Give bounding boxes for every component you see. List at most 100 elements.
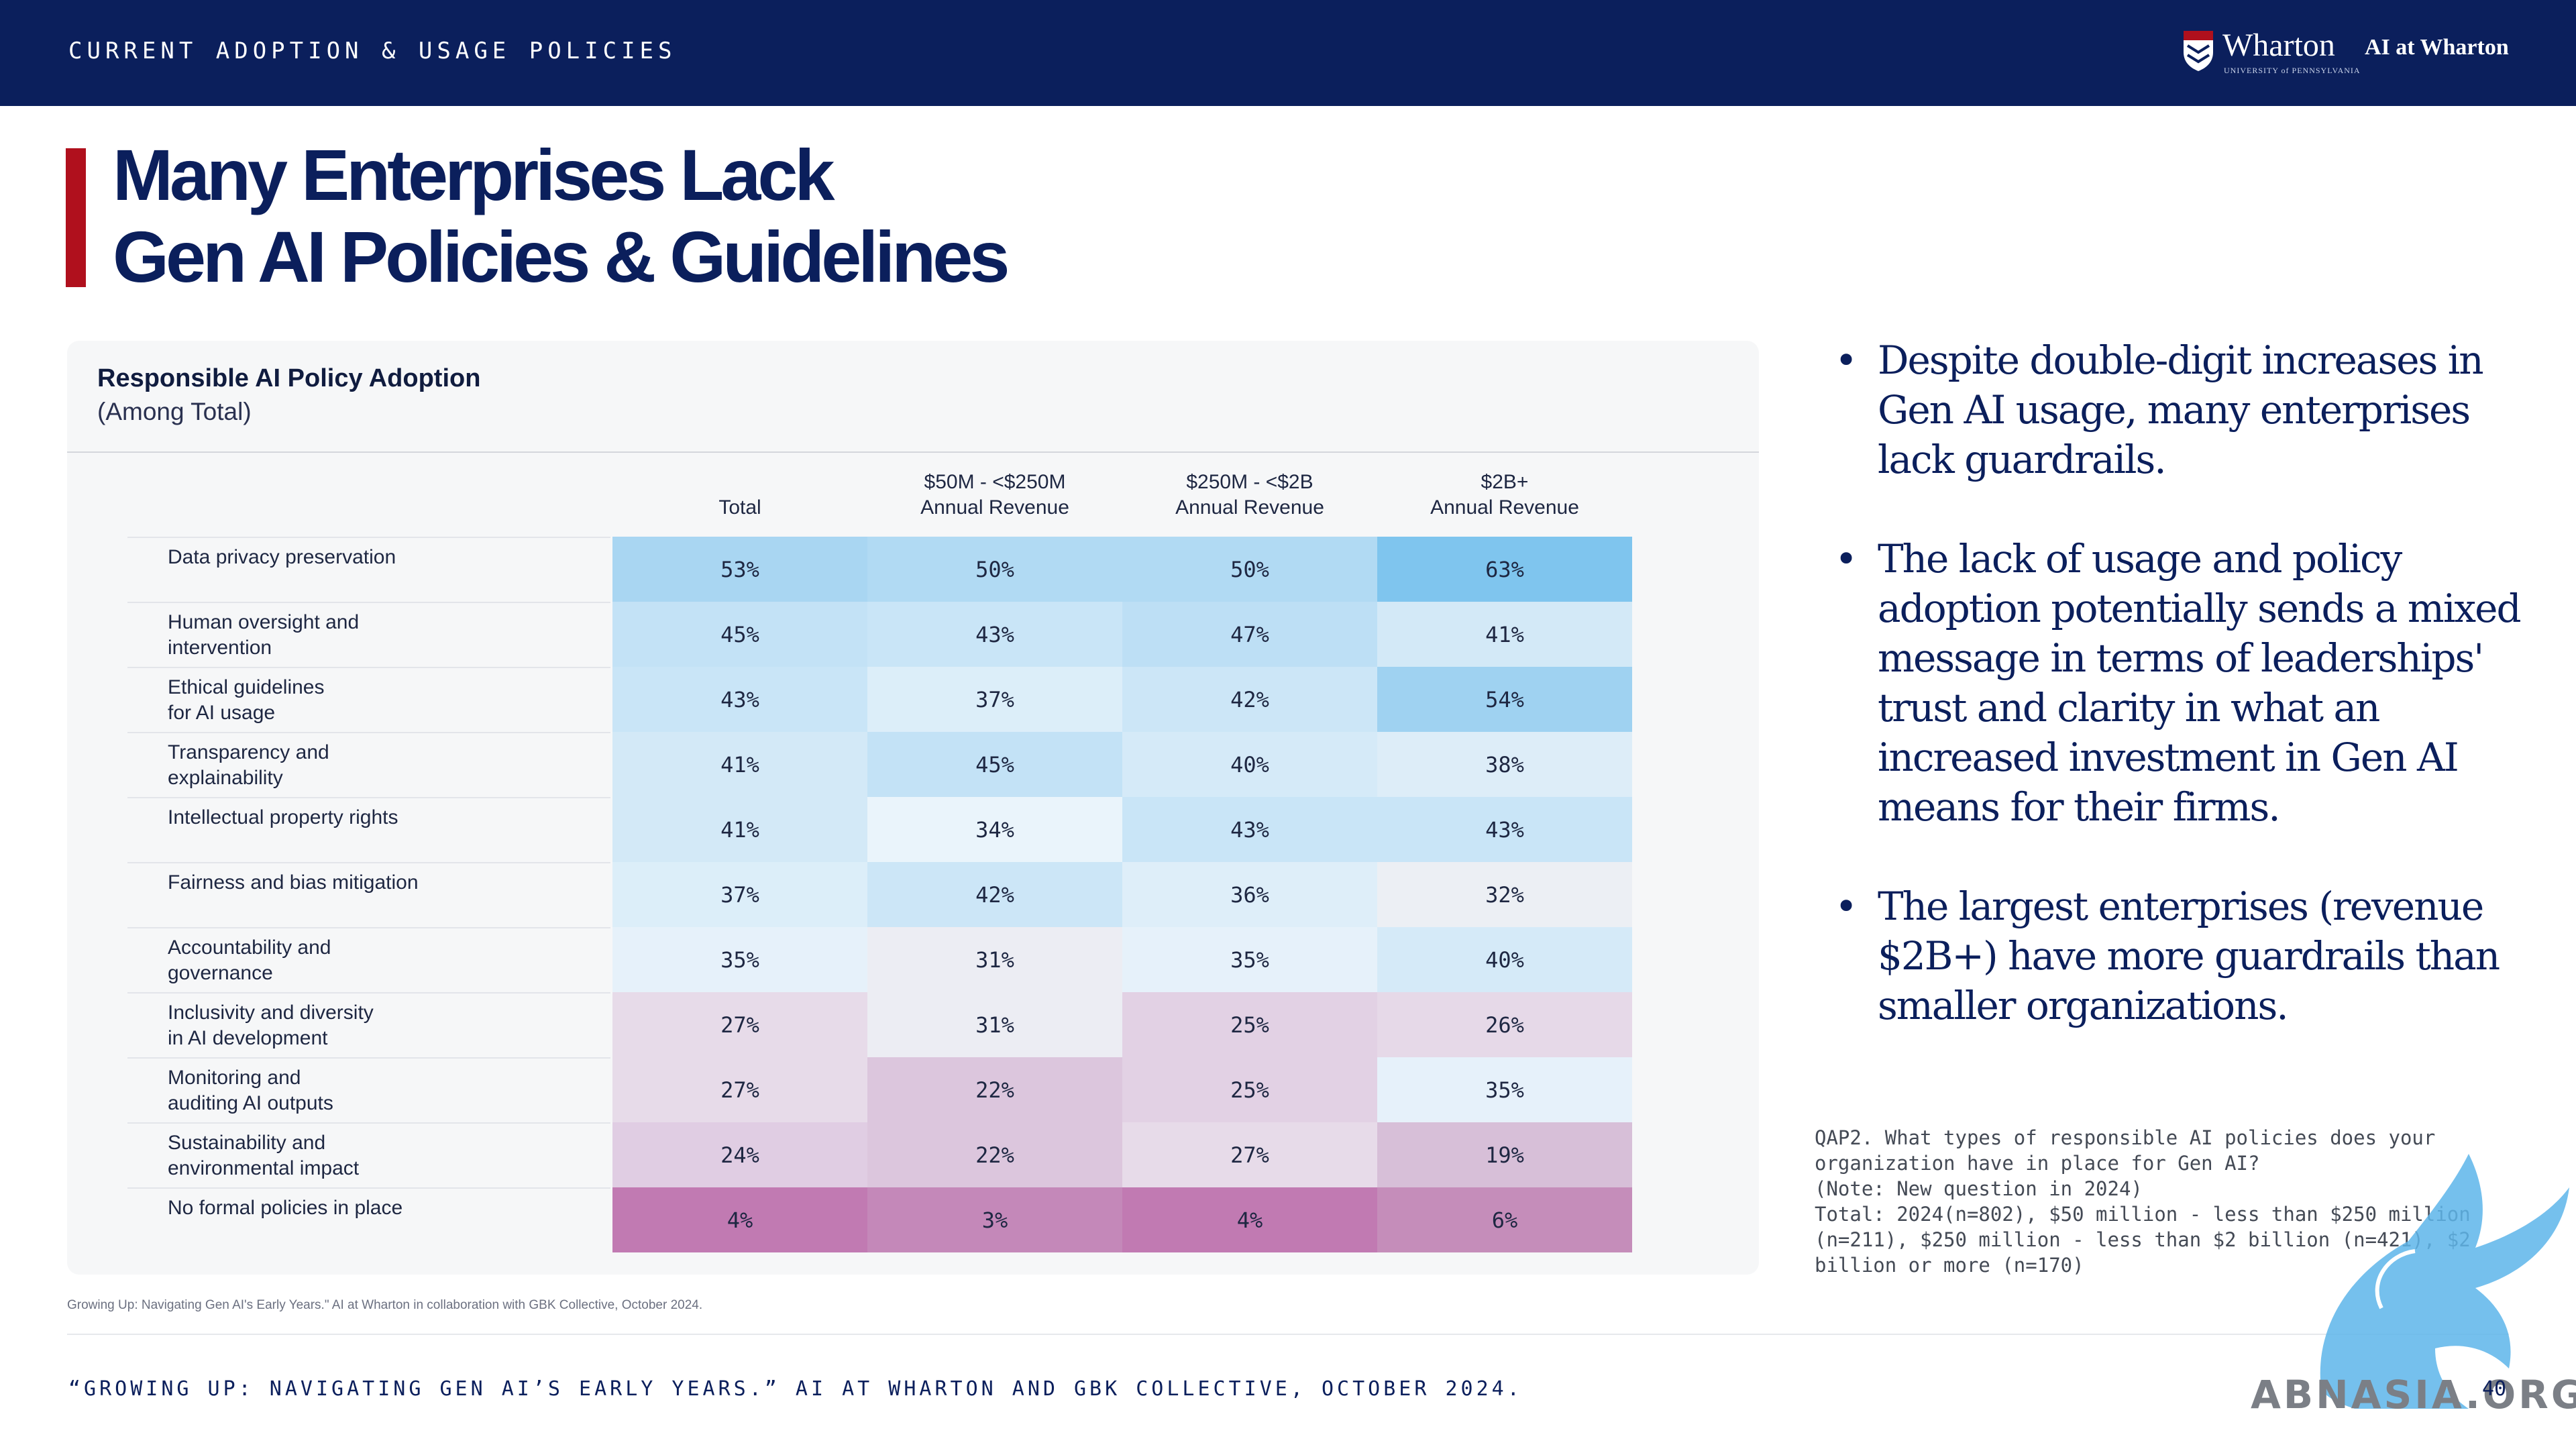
table-row-label: Data privacy preservation xyxy=(127,537,610,603)
table-cell: 43% xyxy=(1377,797,1632,862)
table-title: Responsible AI Policy Adoption xyxy=(97,364,481,392)
row-label-text: Intellectual property rights xyxy=(168,806,398,828)
table-cell: 24% xyxy=(612,1122,867,1187)
table-cell: 40% xyxy=(1122,732,1377,797)
table-cell: 19% xyxy=(1377,1122,1632,1187)
title-accent-bar xyxy=(66,148,86,287)
table-row-label: Transparency and explainability xyxy=(127,732,610,798)
table-row-label: Sustainability and environmental impact xyxy=(127,1122,610,1189)
table-cell: 25% xyxy=(1122,1057,1377,1122)
table-cell: 22% xyxy=(867,1057,1122,1122)
row-label-text: Accountability and governance xyxy=(168,936,331,984)
table-row-label: Accountability and governance xyxy=(127,927,610,994)
bullet-item: • Despite double-digit increases in Gen A… xyxy=(1835,335,2532,484)
table-cell: 54% xyxy=(1377,667,1632,732)
table-cell: 45% xyxy=(867,732,1122,797)
table-cell: 25% xyxy=(1122,992,1377,1057)
top-bar: CURRENT ADOPTION & USAGE POLICIES Wharto… xyxy=(0,0,2576,106)
footer-citation: “GROWING UP: NAVIGATING GEN AI’S EARLY Y… xyxy=(68,1377,1523,1401)
table-cell: 27% xyxy=(612,1057,867,1122)
bullet-dot-icon: • xyxy=(1835,536,1858,582)
source-caption: Growing Up: Navigating Gen AI's Early Ye… xyxy=(67,1298,703,1312)
logo-ai-at-wharton: AI at Wharton xyxy=(2365,35,2509,60)
table-cell: 47% xyxy=(1122,602,1377,667)
column-header: $2B+ Annual Revenue xyxy=(1377,470,1632,521)
table-cell: 31% xyxy=(867,992,1122,1057)
row-label-text: Sustainability and environmental impact xyxy=(168,1132,360,1179)
table-cell: 6% xyxy=(1377,1187,1632,1252)
bullet-list: • Despite double-digit increases in Gen A… xyxy=(1835,335,2532,1080)
table-cell: 40% xyxy=(1377,927,1632,992)
bullet-dot-icon: • xyxy=(1835,883,1858,929)
table-row-label: Monitoring and auditing AI outputs xyxy=(127,1057,610,1124)
bullet-dot-icon: • xyxy=(1835,337,1858,383)
table-cell: 34% xyxy=(867,797,1122,862)
table-row-label: Inclusivity and diversity in AI developm… xyxy=(127,992,610,1059)
row-label-text: Fairness and bias mitigation xyxy=(168,871,419,894)
table-cell: 53% xyxy=(612,537,867,602)
column-header: Total xyxy=(612,470,867,521)
column-header-line-2: Total xyxy=(718,496,761,519)
table-cell: 35% xyxy=(612,927,867,992)
table-cell: 3% xyxy=(867,1187,1122,1252)
title-line-2: Gen AI Policies & Guidelines xyxy=(113,216,1010,297)
column-header-line-2: Annual Revenue xyxy=(1175,496,1324,519)
table-cell: 36% xyxy=(1122,862,1377,927)
column-header-line-1: $250M - <$2B xyxy=(1186,471,1313,493)
table-cell: 27% xyxy=(612,992,867,1057)
table-cell: 35% xyxy=(1377,1057,1632,1122)
shield-icon xyxy=(2184,31,2213,71)
row-label-text: Inclusivity and diversity in AI developm… xyxy=(168,1002,374,1049)
table-cell: 45% xyxy=(612,602,867,667)
column-header-line-2: Annual Revenue xyxy=(1430,496,1579,519)
griffin-watermark-icon xyxy=(2320,1154,2569,1409)
title-line-1: Many Enterprises Lack xyxy=(113,134,835,215)
table-cell: 22% xyxy=(867,1122,1122,1187)
table-cell: 4% xyxy=(1122,1187,1377,1252)
logo-name: Wharton xyxy=(2222,28,2335,63)
table-subtitle: (Among Total) xyxy=(97,398,252,425)
table-row-label: No formal policies in place xyxy=(127,1187,610,1254)
logo-subtitle: UNIVERSITY of PENNSYLVANIA xyxy=(2224,66,2361,75)
bullet-item: • The lack of usage and policy adoption p… xyxy=(1835,534,2532,832)
card-header: Responsible AI Policy Adoption (Among To… xyxy=(67,341,1759,453)
row-label-text: No formal policies in place xyxy=(168,1197,403,1219)
table-cell: 43% xyxy=(867,602,1122,667)
column-header-line-2: Annual Revenue xyxy=(920,496,1069,519)
table-cell: 43% xyxy=(612,667,867,732)
table-cell: 32% xyxy=(1377,862,1632,927)
table-cell: 43% xyxy=(1122,797,1377,862)
footer-divider xyxy=(67,1334,2509,1335)
table-cell: 63% xyxy=(1377,537,1632,602)
table-cell: 27% xyxy=(1122,1122,1377,1187)
table-cell: 37% xyxy=(612,862,867,927)
table-cell: 26% xyxy=(1377,992,1632,1057)
table-cell: 50% xyxy=(867,537,1122,602)
table-cell: 50% xyxy=(1122,537,1377,602)
table-cell: 37% xyxy=(867,667,1122,732)
table-cell: 31% xyxy=(867,927,1122,992)
table-row-label: Human oversight and intervention xyxy=(127,602,610,668)
column-header-line-1: $50M - <$250M xyxy=(924,471,1066,493)
watermark-text: ABNASIA.ORG xyxy=(2251,1372,2576,1417)
table-cell: 42% xyxy=(1122,667,1377,732)
page-number: 40 xyxy=(2482,1377,2507,1401)
table-cell: 38% xyxy=(1377,732,1632,797)
table-row-label: Intellectual property rights xyxy=(127,797,610,863)
table-cell: 41% xyxy=(1377,602,1632,667)
table-cell: 35% xyxy=(1122,927,1377,992)
row-label-text: Monitoring and auditing AI outputs xyxy=(168,1067,333,1114)
column-header: $50M - <$250M Annual Revenue xyxy=(867,470,1122,521)
table-row-label: Fairness and bias mitigation xyxy=(127,862,610,928)
table-cell: 4% xyxy=(612,1187,867,1252)
table-cell: 41% xyxy=(612,797,867,862)
column-header: $250M - <$2B Annual Revenue xyxy=(1122,470,1377,521)
page-title: Many Enterprises Lack Gen AI Policies & … xyxy=(113,134,1010,298)
table-row-label: Ethical guidelines for AI usage xyxy=(127,667,610,733)
table-cell: 41% xyxy=(612,732,867,797)
table-cell: 42% xyxy=(867,862,1122,927)
row-label-text: Data privacy preservation xyxy=(168,546,396,568)
row-label-text: Ethical guidelines for AI usage xyxy=(168,676,325,724)
section-label: CURRENT ADOPTION & USAGE POLICIES xyxy=(68,38,677,64)
row-label-text: Human oversight and intervention xyxy=(168,611,360,659)
